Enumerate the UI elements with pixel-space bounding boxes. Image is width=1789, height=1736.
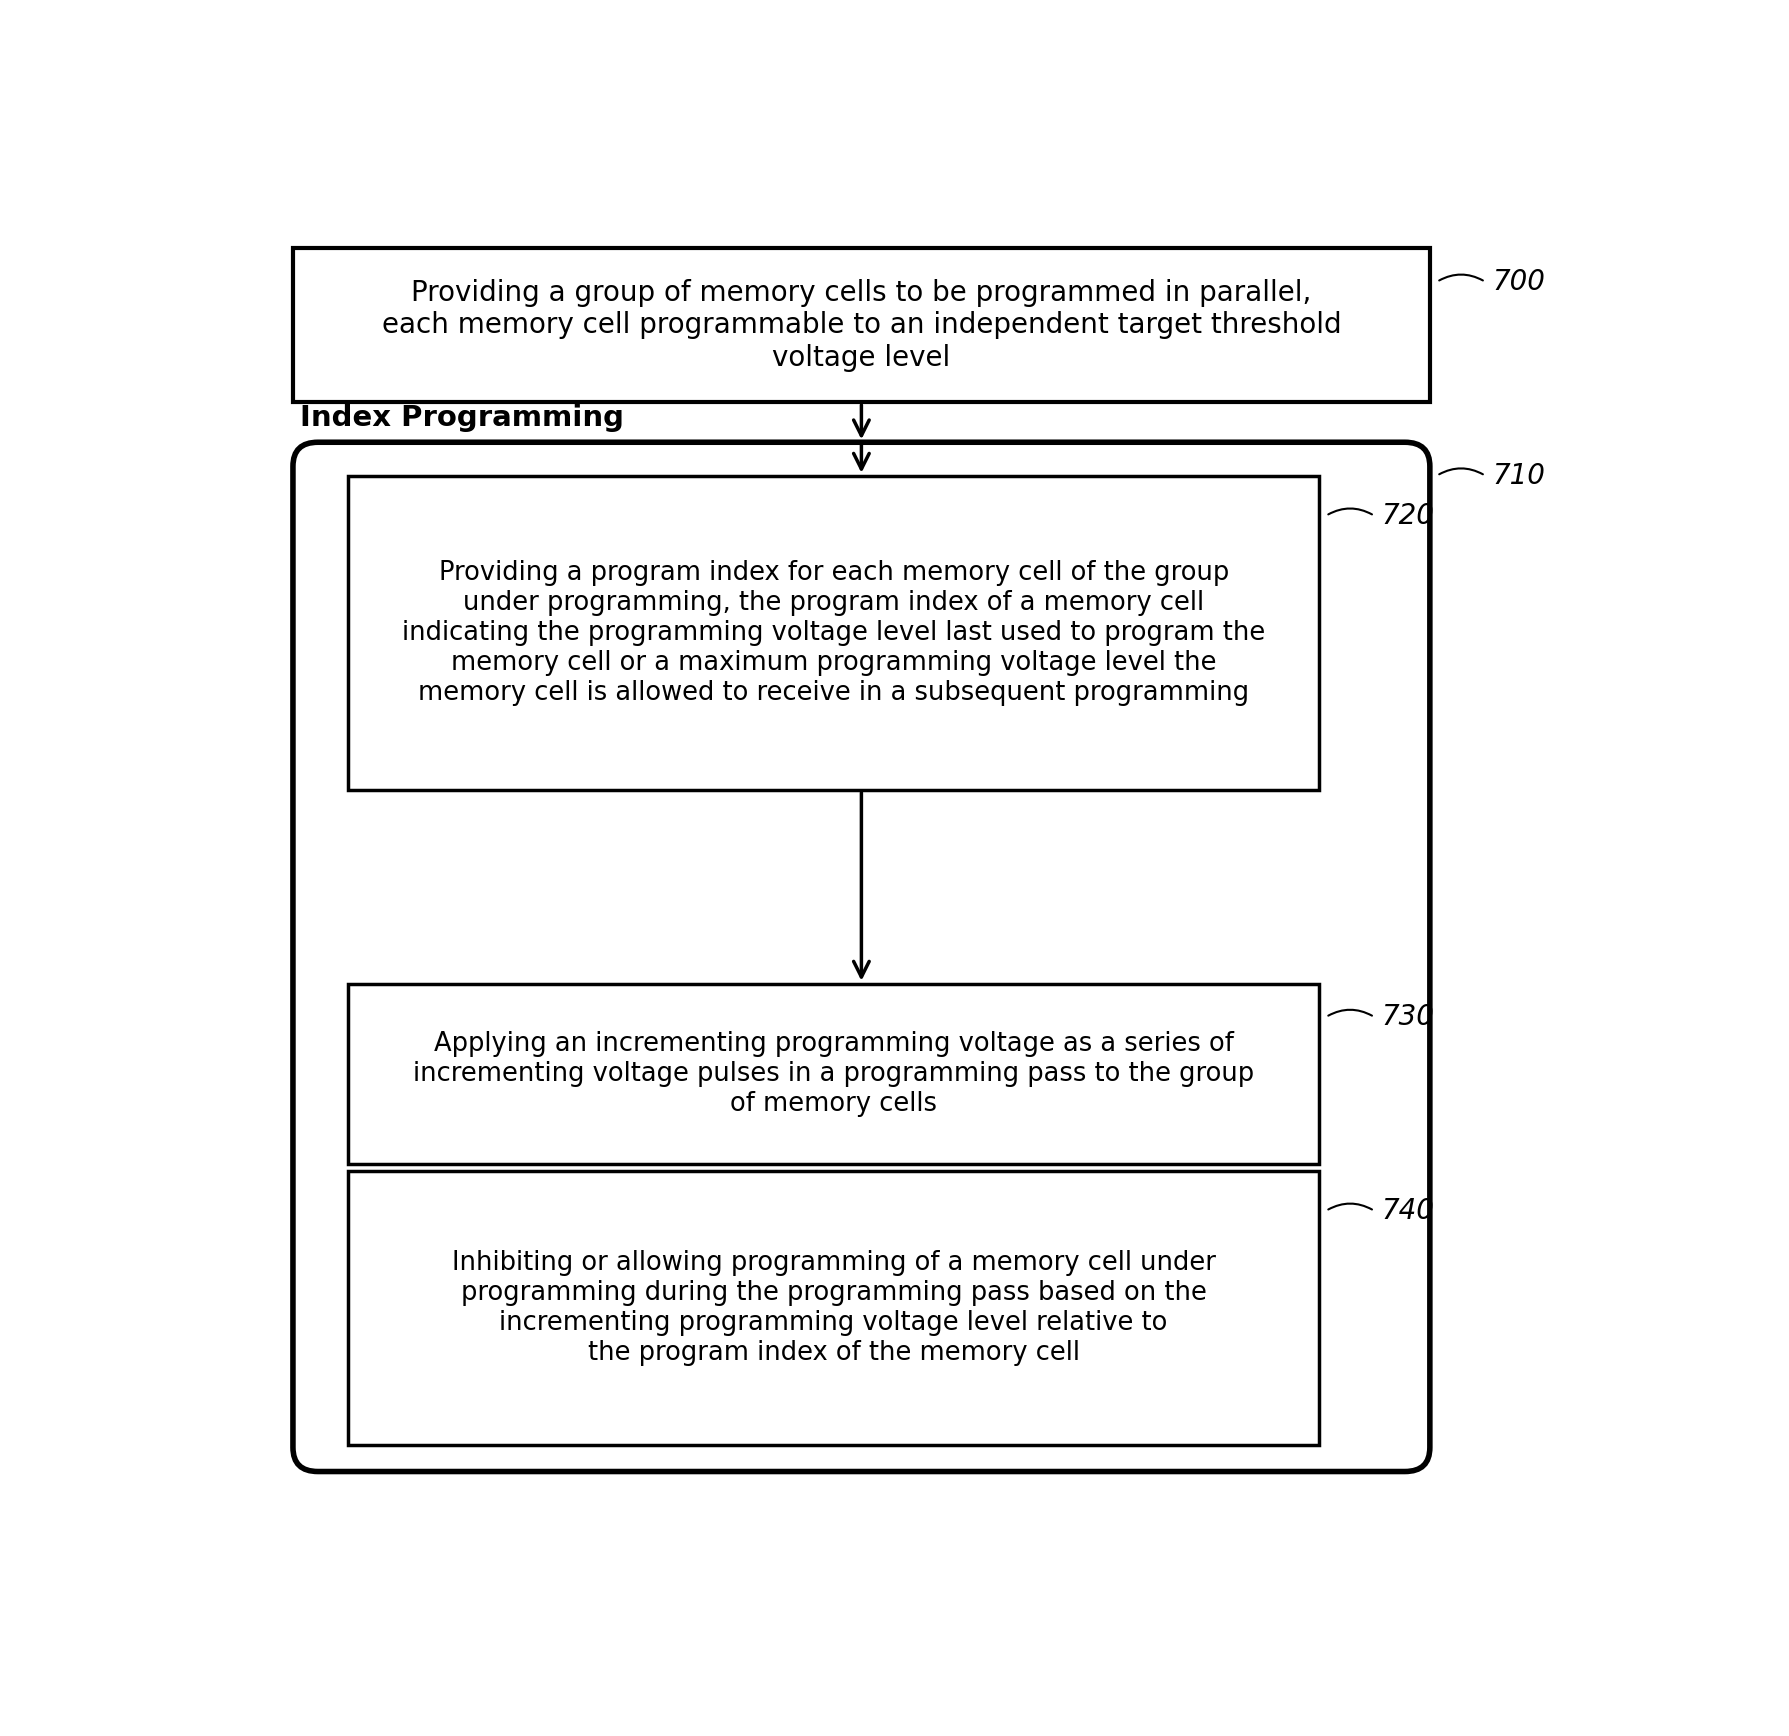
Text: 700: 700 <box>1492 267 1546 295</box>
Bar <box>293 248 1429 403</box>
Text: Providing a program index for each memory cell of the group
under programming, t: Providing a program index for each memor… <box>403 559 1265 707</box>
Text: 730: 730 <box>1381 1003 1435 1031</box>
Bar <box>349 1170 1318 1444</box>
FancyBboxPatch shape <box>293 443 1429 1472</box>
Bar <box>349 476 1318 790</box>
Text: 720: 720 <box>1381 502 1435 529</box>
Text: Applying an incrementing programming voltage as a series of
incrementing voltage: Applying an incrementing programming vol… <box>413 1031 1254 1116</box>
Text: 740: 740 <box>1381 1196 1435 1226</box>
Bar <box>349 984 1318 1165</box>
Text: Providing a group of memory cells to be programmed in parallel,
each memory cell: Providing a group of memory cells to be … <box>381 279 1342 372</box>
Text: 710: 710 <box>1492 462 1546 490</box>
Text: Inhibiting or allowing programming of a memory cell under
programming during the: Inhibiting or allowing programming of a … <box>451 1250 1217 1366</box>
Text: Index Programming: Index Programming <box>301 403 624 432</box>
